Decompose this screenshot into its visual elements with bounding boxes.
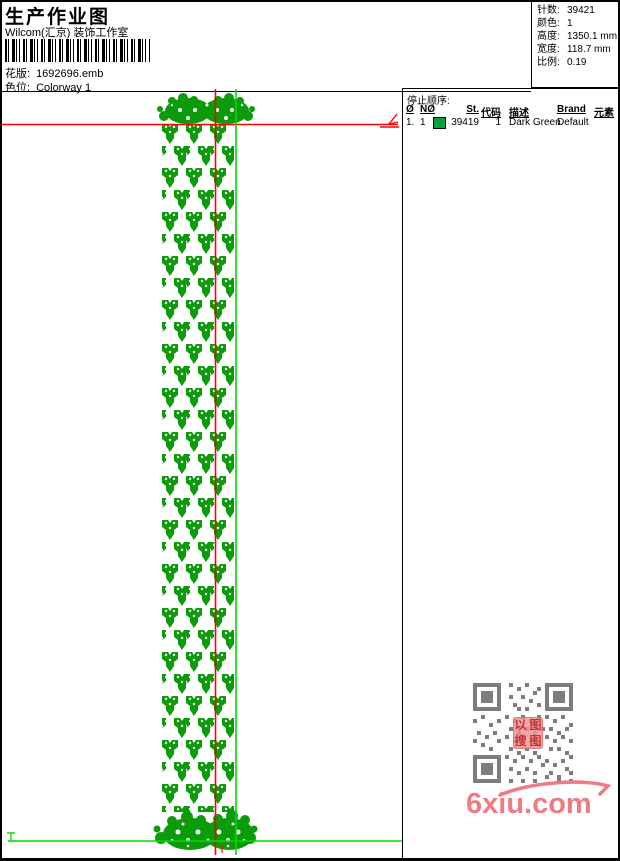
stamp-char: 图 [529,734,542,748]
design-file-value: 1692696.emb [36,68,104,80]
thread-color-swatch [433,117,446,129]
thread-description: Dark Green [509,117,561,128]
stamp-char: 搜 [514,734,527,748]
stitch-count-row: 针数: 39421 [537,5,595,16]
color-count-row: 颜色: 1 [537,18,573,29]
design-start-marker [7,832,15,841]
col-description: 描述 [509,108,529,119]
color-count-value: 1 [567,18,573,29]
design-summary-box: 针数: 39421 颜色: 1 高度: 1350.1 mm 宽度: 118.7 mm 比… [531,2,618,88]
page-title: 生产作业图 [5,7,111,28]
thread-code: 1 [495,117,501,128]
col-article: 元素 [594,108,614,119]
stamp-char: 以 [514,718,527,732]
stitch-count-value: 39421 [567,5,595,16]
col-stop: Ø [406,104,414,115]
colorway-label: 色位: [5,82,31,94]
top-ornament-motif [157,93,255,124]
colorway-line: 色位: Colorway 1 [5,79,91,95]
thread-brand: Default [557,117,589,128]
stamp-char: 图 [529,718,542,732]
height-value: 1350.1 mm [567,31,618,42]
scale-value: 0.19 [567,57,587,68]
col-code: 代码 [481,108,501,119]
height-row: 高度: 1350.1 mm [537,31,618,42]
watermark-stamp: 以 图 搜 图 [513,717,543,749]
header-section: 生产作业图 Wilcom(汇京) 装饰工作室 花版: 1692696.emb 色位… [2,2,531,95]
width-value: 118.7 mm [567,44,611,55]
design-file-label: 花版: [5,68,31,80]
embroidery-design-canvas [2,89,402,855]
scale-row: 比例: 0.19 [537,57,587,68]
qr-code [473,683,573,783]
watermark-swoosh [498,780,612,797]
col-needle: NØ [420,104,435,115]
design-file-line: 花版: 1692696.emb [5,65,103,81]
studio-name: Wilcom(汇京) 装饰工作室 [5,27,129,39]
design-end-marker [380,113,399,128]
needle-number: 1 [420,117,426,128]
stop-index: 1. [406,117,415,128]
stitch-count: 39419 [451,117,479,128]
colorway-value: Colorway 1 [36,82,92,94]
barcode [5,39,150,62]
bottom-ornament-motif [153,810,258,850]
width-row: 宽度: 118.7 mm [537,44,611,55]
col-stitches: St. [466,104,479,115]
col-brand: Brand [557,104,586,115]
watermark-site-text: 6xiu.com [466,788,592,820]
stop-sequence-panel: 停止顺序: Ø NØ St. 代码 描述 Brand 元素 1. 1 39419… [402,88,618,858]
stop-sequence-title: 停止顺序: [407,96,450,107]
lattice-pattern-body [162,124,234,812]
